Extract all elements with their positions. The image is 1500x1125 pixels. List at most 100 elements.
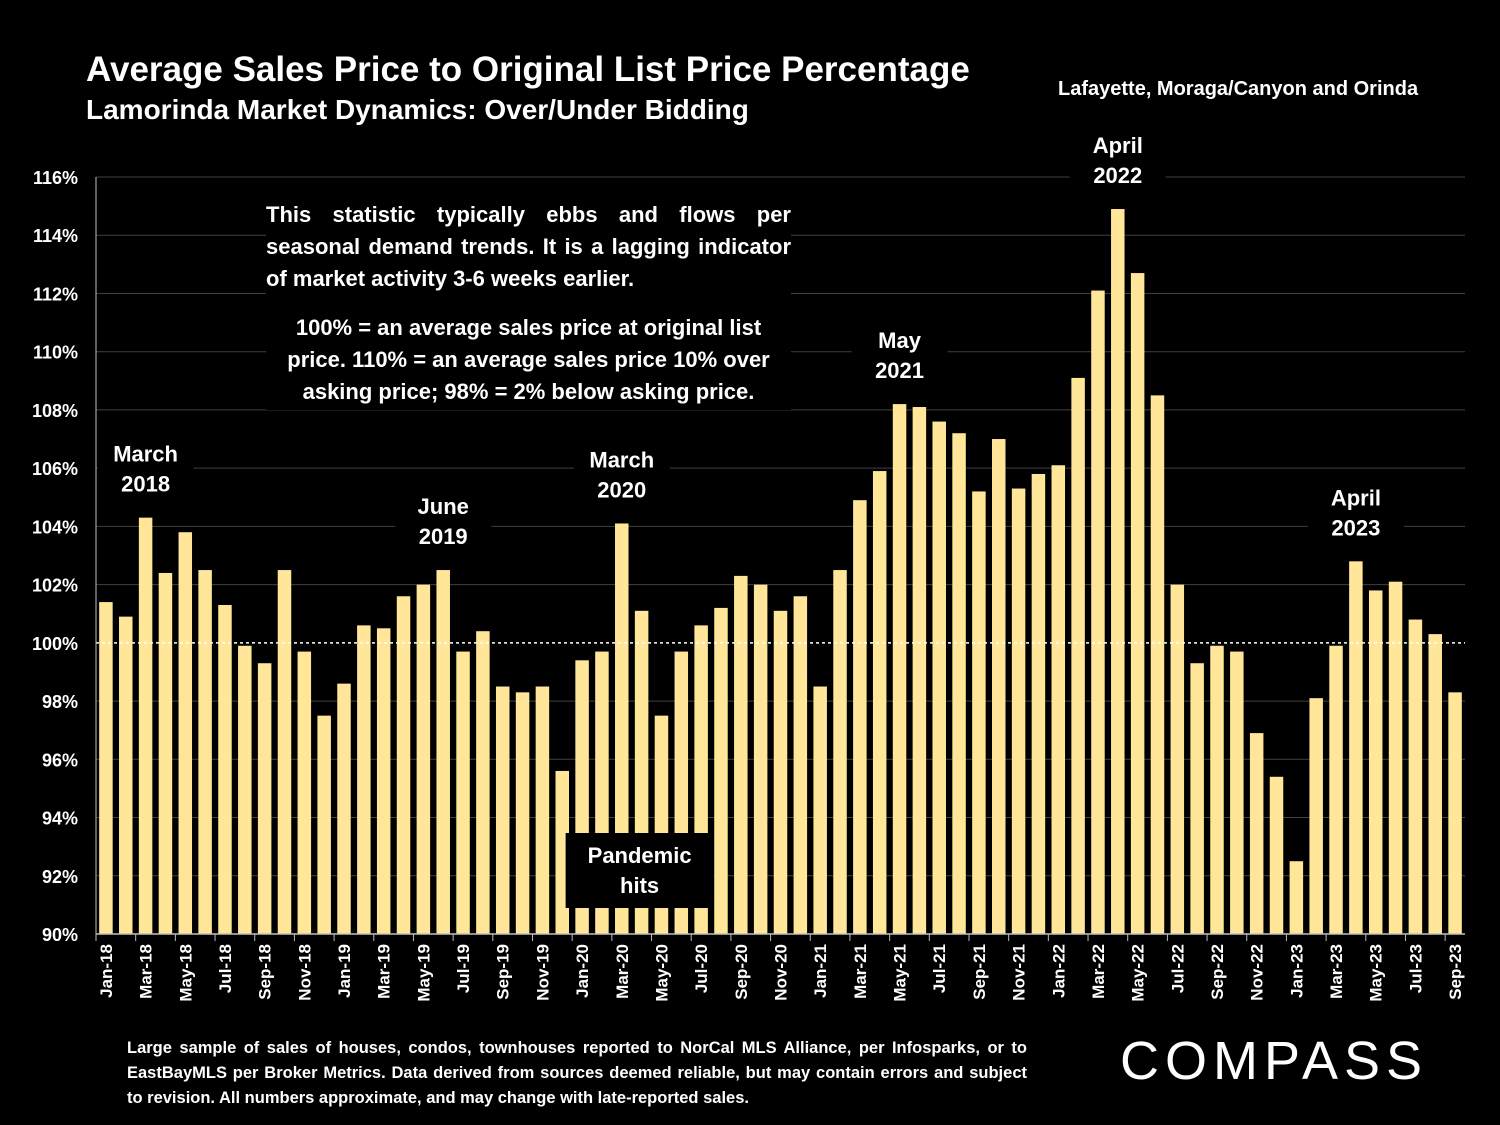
bar-Nov-22 [1249,733,1264,934]
region-label: Lafayette, Moraga/Canyon and Orinda [1058,78,1419,100]
bar-May-18 [178,532,193,934]
bar-Feb-22 [1071,377,1085,935]
callout-label: Pandemic [588,843,692,868]
y-tick-label: 100% [32,634,78,654]
note-seasonal: This statistic typically ebbs and flows … [266,197,791,297]
callout-box [565,833,714,908]
bar-Oct-22 [1230,651,1244,934]
chart-subtitle: Lamorinda Market Dynamics: Over/Under Bi… [86,94,749,125]
bar-Oct-21 [992,439,1006,934]
annotation-bg [1069,129,1166,196]
y-axis-ticks: 90% 92% 94% 96% 98% 100% 102% 104% 106% 108% 110% 1… [32,168,78,945]
bar-Dec-18 [317,715,331,934]
bar-Mar-21 [853,500,867,934]
annotation-bg [97,437,194,504]
bar-Feb-19 [357,625,371,934]
x-tick-label: May-20 [652,944,671,1002]
bar-Feb-21 [833,570,847,934]
x-tick-label: Mar-23 [1327,944,1346,999]
bar-May-21 [892,404,907,935]
bar-Aug-21 [952,433,966,934]
bar-Aug-23 [1428,634,1442,934]
bar-Nov-20 [773,610,788,934]
annotation-bg [851,324,948,391]
y-tick-label: 108% [32,401,78,421]
annotation-bg [573,443,670,510]
annotation-label: 2019 [419,524,468,549]
bar-Sep-22 [1210,645,1224,934]
bar-Mar-18 [138,517,153,934]
bar-Apr-19 [396,596,411,934]
bar-Jul-23 [1408,619,1423,934]
x-tick-label: Mar-22 [1089,944,1108,999]
x-tick-label: Sep-18 [256,944,275,1000]
y-tick-label: 98% [42,692,78,712]
annotation-label: March [113,442,178,467]
bar-Aug-22 [1190,663,1204,934]
x-tick-label: Mar-18 [137,944,156,999]
y-tick-label: 106% [32,459,78,479]
bar-Nov-21 [1011,488,1026,934]
bar-Oct-18 [277,570,292,934]
callout-label: hits [620,873,659,898]
y-tick-label: 112% [33,284,78,304]
annotation-label: 2020 [597,477,646,502]
y-tick-label: 116% [33,168,78,188]
bar-Apr-18 [158,572,173,934]
bar-Mar-20 [615,523,629,934]
x-tick-label: Jul-23 [1406,944,1425,993]
y-tick-label: 96% [42,750,78,770]
bar-Sep-18 [257,663,272,934]
x-tick-label: Jan-18 [97,944,116,998]
bar-Mar-19 [376,628,391,934]
y-tick-label: 102% [32,576,78,596]
x-tick-label: Sep-23 [1446,944,1465,1000]
x-tick-label: Nov-22 [1248,944,1267,1001]
bar-Sep-20 [734,575,748,934]
annotation-label: 2018 [121,472,170,497]
x-tick-label: Nov-20 [772,944,791,1001]
bar-May-19 [416,584,431,934]
x-tick-label: May-18 [176,944,195,1002]
y-tick-label: 92% [42,867,78,887]
bar-Jan-22 [1051,465,1066,934]
x-tick-label: May-22 [1129,944,1148,1002]
bar-Nov-19 [535,686,550,934]
bar-Oct-20 [753,584,768,934]
bar-Apr-21 [872,471,887,934]
bar-Jun-18 [198,570,212,934]
bar-Dec-20 [793,596,808,934]
bar-Aug-19 [476,631,490,934]
x-tick-label: Jan-19 [335,944,354,998]
bar-Jul-18 [218,604,232,934]
x-tick-label: Mar-20 [613,944,632,999]
x-tick-label: Jul-22 [1168,944,1187,993]
annotation-label: April [1331,485,1381,510]
x-tick-label: Jul-18 [216,944,235,993]
x-tick-label: Jan-21 [811,944,830,998]
x-tick-label: Nov-21 [1010,944,1029,1001]
footer-disclaimer: Large sample of sales of houses, condos,… [127,1039,1027,1107]
bar-Jun-19 [436,570,450,934]
y-tick-label: 94% [42,809,78,829]
annotation-label: March [589,447,654,472]
x-tick-label: Sep-22 [1208,944,1227,1000]
bar-Feb-18 [119,616,133,934]
x-tick-label: Jul-20 [692,944,711,993]
bar-Dec-21 [1031,473,1046,934]
bar-Jul-22 [1170,584,1185,934]
bar-Aug-20 [714,607,728,934]
x-tick-label: Jul-21 [930,944,949,993]
bar-Feb-23 [1309,698,1323,934]
bar-Jan-23 [1289,861,1304,934]
compass-logo: COMPASS [1120,1031,1429,1091]
bar-Nov-18 [297,651,312,934]
bar-Jul-21 [932,421,946,935]
x-tick-label: Jan-23 [1287,944,1306,998]
bar-Apr-22 [1111,209,1125,934]
x-tick-label: Sep-19 [494,944,513,1000]
x-tick-label: Sep-20 [732,944,751,1000]
bar-Jun-22 [1150,395,1165,935]
bar-Mar-23 [1329,645,1343,934]
